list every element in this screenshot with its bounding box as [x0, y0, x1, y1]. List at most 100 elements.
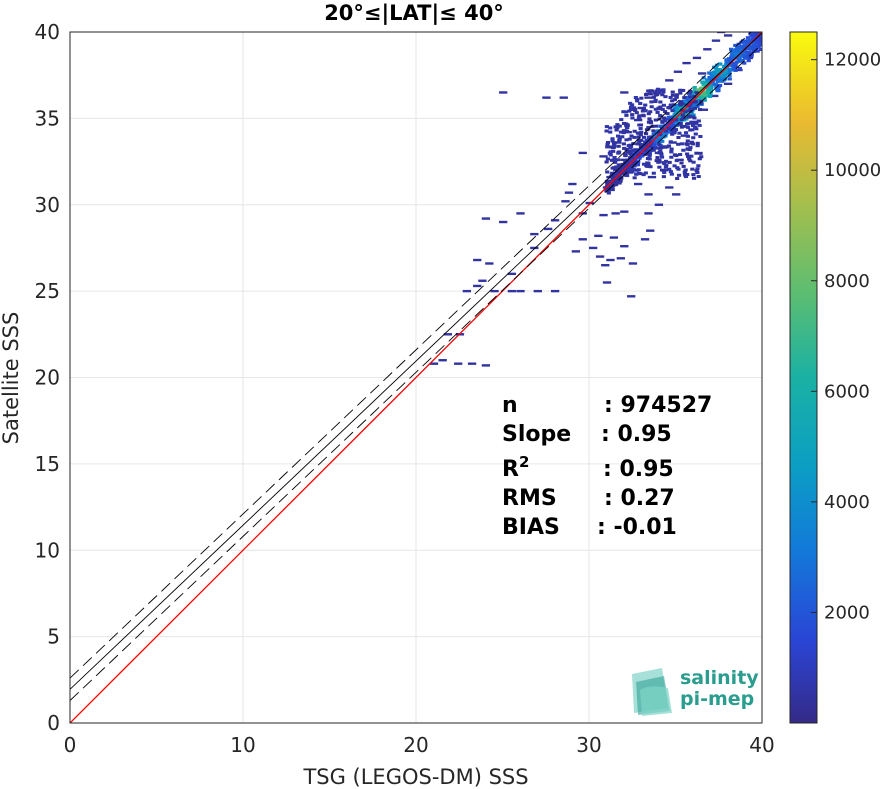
density-bin-10: [478, 279, 487, 282]
cloud-cell-2: [621, 121, 627, 125]
cloud-cell-356: [660, 168, 665, 172]
density-cell-574: [706, 79, 711, 84]
fit-lines: [70, 32, 762, 723]
cloud-cell-268: [612, 176, 617, 180]
density-cell-473: [680, 103, 685, 107]
cloud-cell-219: [621, 110, 626, 114]
density-bin-37: [609, 236, 619, 239]
cloud-cell-305: [666, 106, 671, 110]
density-cell-656: [746, 58, 751, 63]
cloud-cell-260: [636, 116, 642, 120]
density-bin-71: [703, 48, 712, 51]
density-bin-2: [620, 91, 629, 94]
x-tick-30: 30: [576, 733, 601, 757]
density-cell-851: [618, 178, 623, 182]
cloud-cell-426: [690, 142, 696, 146]
density-bin-56: [578, 151, 587, 155]
cloud-cell-381: [669, 172, 674, 176]
density-cell-808: [733, 48, 738, 52]
density-bin-67: [665, 79, 674, 82]
cloud-cell-108: [611, 149, 616, 153]
cloud-cell-233: [673, 128, 679, 132]
density-cell-269: [690, 90, 695, 94]
cloud-cell-264: [610, 139, 615, 143]
cloud-cell-54: [666, 127, 672, 131]
cloud-cell-413: [638, 172, 643, 176]
density-cell-882: [714, 73, 719, 77]
cloud-cell-215: [698, 151, 703, 155]
cloud-cell-397: [670, 90, 675, 94]
cloud-cell-372: [662, 170, 667, 174]
density-cell-855: [687, 105, 693, 110]
density-cell-593: [748, 32, 753, 36]
cloud-cell-18: [615, 172, 620, 176]
cloud-cell-302: [624, 147, 629, 151]
density-cell-454: [688, 111, 693, 115]
density-cell-556: [699, 95, 705, 100]
cloud-cell-358: [679, 161, 684, 165]
density-bin-33: [611, 212, 620, 215]
density-cell-793: [664, 123, 670, 127]
cloud-cell-399: [687, 157, 692, 161]
cloud-cell-203: [648, 144, 653, 148]
density-cell-255: [624, 171, 629, 175]
density-bin-22: [550, 219, 560, 222]
density-cell-675: [719, 79, 724, 83]
density-cell-105: [755, 26, 759, 29]
density-cell-848: [700, 80, 705, 84]
density-cell-139: [702, 98, 707, 102]
cloud-cell-391: [681, 164, 686, 168]
cloud-cell-177: [639, 130, 644, 134]
x-axis-title: TSG (LEGOS-DM) SSS: [302, 765, 528, 789]
cloud-cell-192: [674, 95, 679, 99]
density-bin-20: [530, 232, 539, 236]
density-cell-301: [757, 39, 762, 43]
density-cell-861: [613, 174, 618, 178]
y-tick-15: 15: [35, 452, 60, 476]
density-cell-212: [742, 61, 747, 65]
cloud-cell-429: [694, 121, 699, 125]
density-cell-804: [678, 110, 683, 114]
cloud-cell-255: [653, 91, 658, 95]
cloud-cell-202: [657, 159, 662, 163]
density-cell-838: [749, 34, 754, 38]
density-cell-548: [727, 71, 732, 75]
cloud-cell-183: [696, 164, 701, 168]
cloud-cell-307: [693, 106, 698, 110]
cloud-cell-394: [683, 175, 689, 179]
density-bin-13: [490, 289, 499, 293]
cloud-cell-438: [645, 161, 650, 165]
colorbar: [789, 31, 818, 724]
cloud-cell-383: [688, 146, 693, 150]
density-bin-15: [516, 289, 525, 293]
cb-tick-12000: 12000: [824, 50, 881, 71]
density-bin-58: [613, 141, 622, 144]
density-cell-393: [604, 189, 609, 193]
density-cell-869: [734, 52, 739, 56]
density-cell-480: [672, 106, 677, 110]
density-cell-571: [745, 50, 750, 55]
cb-tick-8000: 8000: [824, 271, 870, 292]
density-cell-832: [608, 179, 614, 183]
cloud-cell-389: [622, 146, 627, 150]
cloud-cell-188: [654, 159, 659, 163]
density-cell-890: [606, 186, 612, 190]
density-cell-455: [668, 115, 674, 119]
cloud-cell-85: [626, 170, 631, 174]
cloud-cell-419: [696, 175, 701, 179]
density-cell-823: [744, 55, 749, 59]
cloud-cell-196: [669, 155, 674, 159]
cloud-cell-141: [661, 161, 666, 165]
cloud-cell-355: [684, 142, 689, 146]
cloud-cell-267: [687, 114, 692, 118]
density-cell-866: [746, 39, 751, 43]
density-cell-826: [635, 151, 640, 155]
cloud-cell-106: [632, 162, 637, 166]
cloud-cell-425: [689, 154, 694, 158]
density-bin-4: [559, 96, 568, 99]
x-tick-0: 0: [64, 733, 77, 757]
cloud-cell-75: [617, 163, 622, 167]
cloud-cell-84: [670, 132, 675, 136]
cloud-cell-448: [699, 155, 704, 159]
cloud-cell-216: [695, 167, 700, 171]
